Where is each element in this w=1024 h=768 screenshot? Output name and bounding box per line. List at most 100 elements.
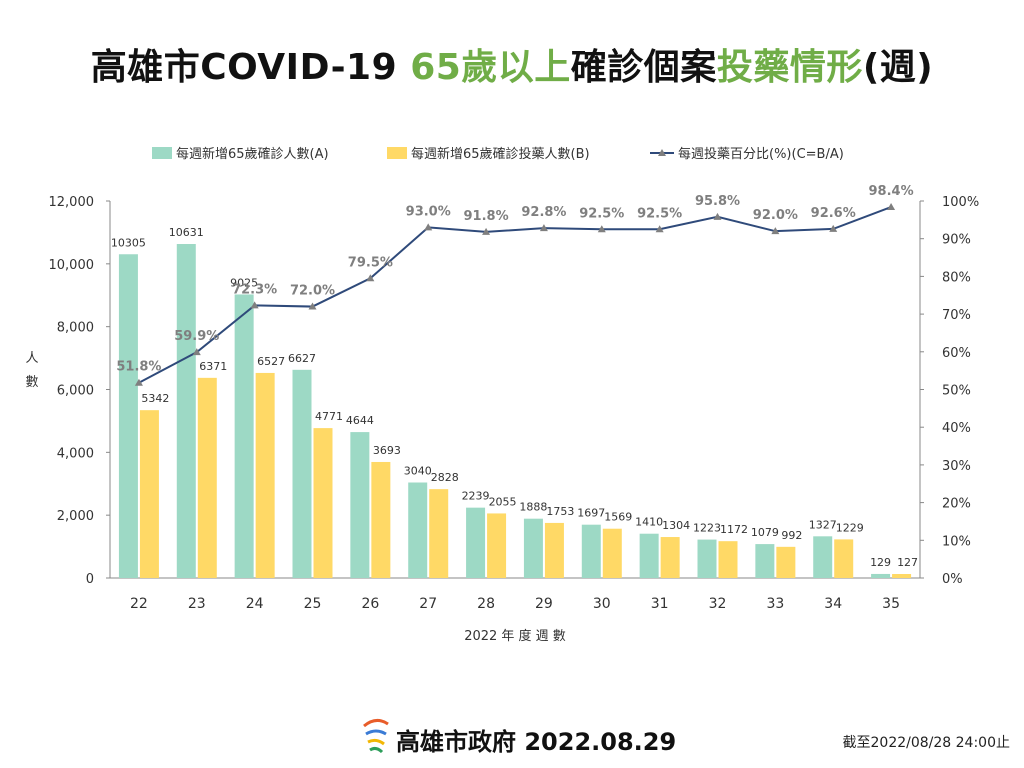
- bar-a: [350, 432, 370, 578]
- bar-a-label: 1327: [809, 518, 837, 531]
- bar-a-label: 10631: [169, 226, 204, 239]
- x-tick-label: 26: [361, 596, 379, 612]
- line-c-label: 72.0%: [290, 284, 335, 299]
- x-tick-label: 30: [593, 596, 611, 612]
- legend-marker-c: [658, 149, 666, 156]
- bar-a: [408, 482, 428, 578]
- bar-a-label: 9025: [230, 276, 258, 289]
- bar-a: [697, 539, 717, 578]
- bar-a-label: 4644: [346, 414, 374, 427]
- right-tick-label: 60%: [942, 346, 971, 361]
- page-title: 高雄市COVID-19 65歲以上確診個案投藥情形(週): [0, 38, 1024, 90]
- title-part-5: (週): [862, 47, 934, 88]
- bar-a-label: 2239: [462, 490, 490, 503]
- cutoff-note: 截至2022/08/28 24:00止: [842, 735, 1011, 751]
- bar-a: [292, 369, 312, 578]
- right-tick-label: 20%: [942, 497, 971, 512]
- x-tick-label: 29: [535, 596, 553, 612]
- bar-b: [602, 528, 622, 578]
- right-tick-label: 80%: [942, 270, 971, 285]
- x-tick-label: 32: [709, 596, 727, 612]
- line-c-point: [192, 348, 201, 356]
- line-c-point: [597, 225, 606, 233]
- x-tick-label: 22: [130, 596, 148, 612]
- bar-a: [523, 518, 543, 578]
- bar-b-label: 6371: [199, 360, 227, 373]
- right-tick-label: 0%: [942, 572, 963, 587]
- right-tick-label: 100%: [942, 195, 979, 210]
- bar-a-label: 1410: [635, 516, 663, 529]
- bar-a: [755, 544, 775, 578]
- line-c-point: [887, 203, 896, 211]
- legend-label-a: 每週新增65歲確診人數(A): [176, 146, 329, 162]
- bar-b-label: 6527: [257, 355, 285, 368]
- bar-b-label: 3693: [373, 444, 401, 457]
- left-tick-label: 0: [86, 572, 94, 587]
- line-c-point: [424, 223, 433, 231]
- bar-b-label: 5342: [141, 392, 169, 405]
- bar-b-label: 1569: [604, 511, 632, 524]
- bar-b: [313, 428, 333, 578]
- left-tick-label: 8,000: [57, 321, 94, 336]
- line-c-point: [308, 302, 317, 310]
- bar-a-label: 10305: [111, 236, 146, 249]
- x-tick-label: 25: [304, 596, 322, 612]
- x-tick-label: 24: [246, 596, 264, 612]
- line-c-label: 92.0%: [753, 208, 798, 223]
- right-tick-label: 50%: [942, 384, 971, 399]
- title-part-4: 投藥情形: [716, 47, 863, 88]
- bar-a: [581, 524, 601, 578]
- line-c-label: 59.9%: [174, 329, 219, 344]
- line-c-point: [713, 212, 722, 220]
- right-tick-label: 40%: [942, 421, 971, 436]
- x-tick-label: 27: [419, 596, 437, 612]
- bar-b-label: 2055: [489, 495, 517, 508]
- bar-b-label: 1304: [662, 519, 690, 532]
- right-tick-label: 30%: [942, 459, 971, 474]
- bar-b: [487, 513, 507, 578]
- legend-label-b: 每週新增65歲確診投藥人數(B): [411, 146, 590, 162]
- bar-b: [429, 489, 449, 578]
- bar-a-label: 129: [870, 556, 891, 569]
- x-tick-label: 35: [882, 596, 900, 612]
- line-c-label: 72.3%: [232, 282, 277, 297]
- line-c-label: 79.5%: [348, 255, 393, 270]
- line-c-point: [771, 227, 780, 235]
- line-c-point: [539, 224, 548, 232]
- left-tick-label: 2,000: [57, 509, 94, 524]
- bar-b-label: 992: [781, 529, 802, 542]
- left-tick-label: 12,000: [49, 195, 95, 210]
- legend-swatch-b: [387, 147, 407, 159]
- bar-a-label: 6627: [288, 352, 316, 365]
- bar-b: [255, 372, 275, 578]
- line-c-label: 91.8%: [464, 209, 509, 224]
- bar-b: [139, 410, 159, 578]
- x-tick-label: 31: [651, 596, 669, 612]
- bar-b: [834, 539, 854, 578]
- line-c-point: [482, 227, 491, 235]
- bar-b: [660, 537, 680, 578]
- bar-b: [776, 546, 796, 578]
- bar-a: [466, 507, 486, 578]
- x-tick-label: 34: [824, 596, 842, 612]
- title-part-1: 高雄市COVID-19: [90, 47, 411, 88]
- right-tick-label: 70%: [942, 308, 971, 323]
- bar-a-label: 1223: [693, 522, 721, 535]
- y-axis-title: 數: [25, 375, 38, 390]
- bar-a: [639, 533, 659, 578]
- x-tick-label: 28: [477, 596, 495, 612]
- legend-label-c: 每週投藥百分比(%)(C=B/A): [678, 146, 844, 162]
- title-part-3: 確診個案: [570, 47, 717, 88]
- legend-swatch-a: [152, 147, 172, 159]
- bar-a-label: 1079: [751, 526, 779, 539]
- bar-b-label: 1229: [836, 521, 864, 534]
- x-tick-label: 23: [188, 596, 206, 612]
- bar-b: [544, 522, 564, 578]
- line-c-label: 93.0%: [406, 204, 451, 219]
- line-c-label: 92.6%: [811, 206, 856, 221]
- bar-b: [197, 377, 217, 578]
- bar-a-label: 3040: [404, 464, 432, 477]
- x-axis-title: 2022 年 度 週 數: [464, 628, 566, 644]
- bar-a-label: 1888: [519, 501, 547, 514]
